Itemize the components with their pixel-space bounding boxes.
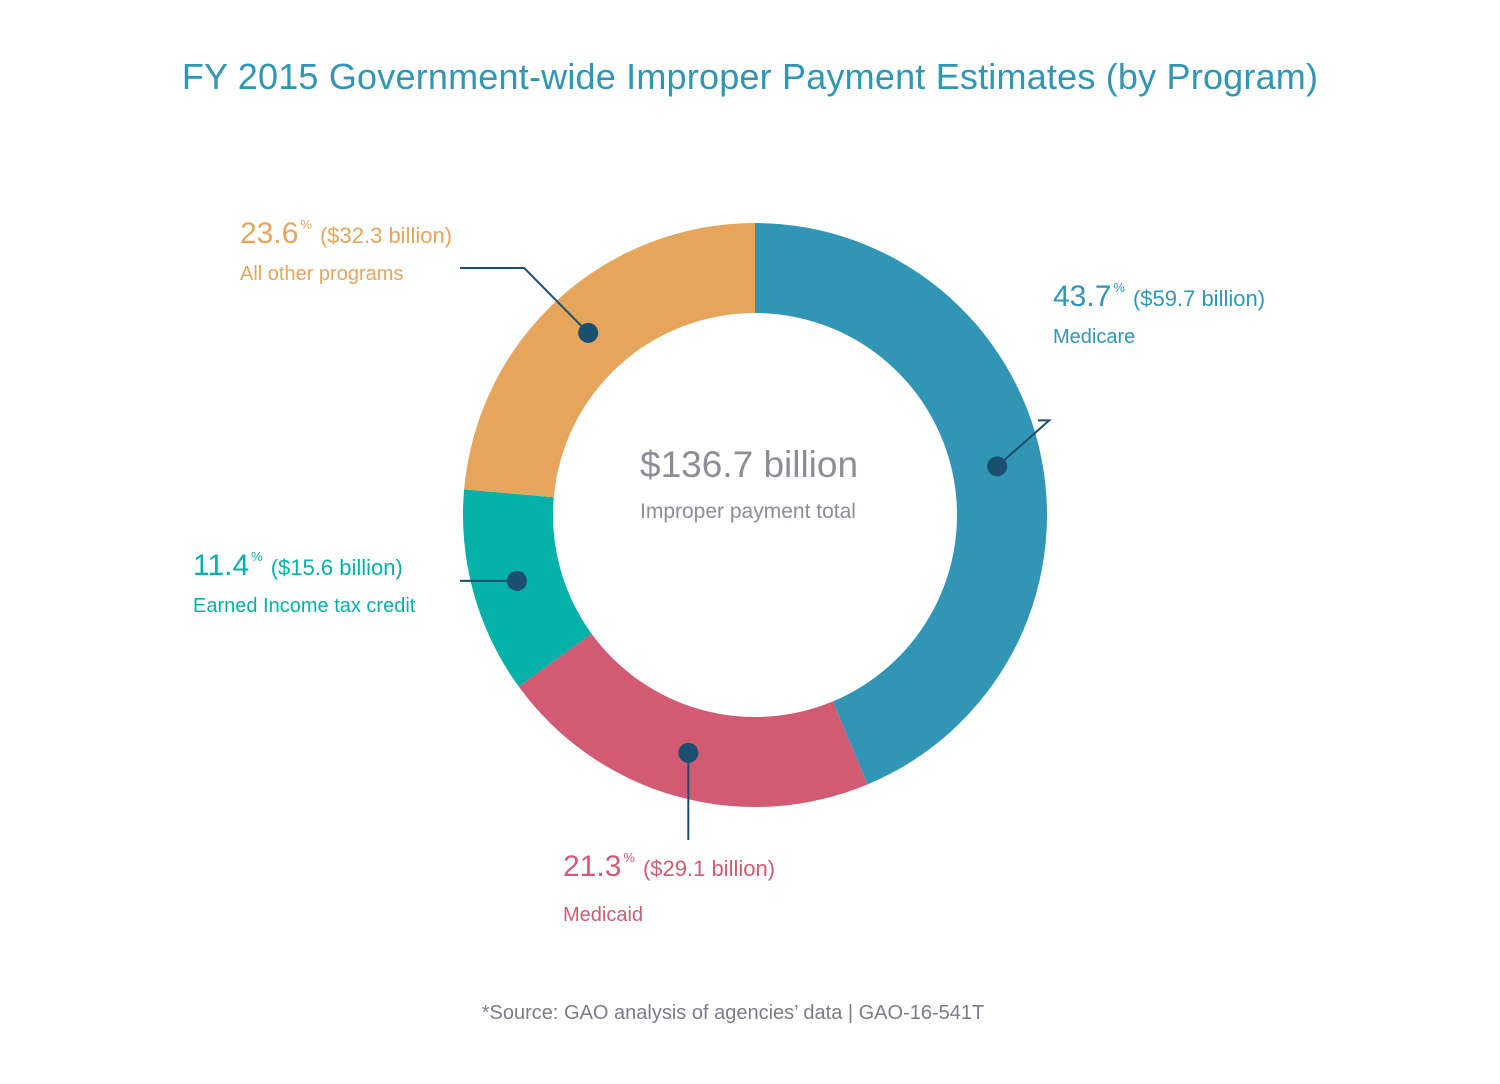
center-caption: Improper payment total bbox=[640, 500, 856, 523]
slice-all-other-programs bbox=[464, 223, 755, 498]
center-total: $136.7 billion bbox=[640, 444, 859, 485]
label-all-other: 23.6% ($32.3 billion) All other programs bbox=[240, 217, 452, 286]
eitc-name: Earned Income tax credit bbox=[193, 595, 416, 617]
label-medicaid: 21.3% ($29.1 billion) Medicaid bbox=[563, 850, 775, 927]
label-eitc: 11.4% ($15.6 billion) Earned Income tax c… bbox=[193, 549, 415, 618]
medicare-percent: 43.7% bbox=[1053, 280, 1125, 313]
leader-dot bbox=[678, 742, 699, 763]
source-note: *Source: GAO analysis of agencies’ data … bbox=[481, 1002, 985, 1024]
leader-line bbox=[460, 267, 589, 334]
leader-dot bbox=[987, 456, 1008, 477]
all-other-amount: ($32.3 billion) bbox=[319, 223, 453, 248]
all-other-name: All other programs bbox=[240, 263, 404, 285]
all-other-percent: 23.6% bbox=[240, 217, 312, 250]
chart-title: FY 2015 Government-wide Improper Payment… bbox=[181, 56, 1319, 97]
leader-line bbox=[996, 419, 1052, 468]
eitc-percent: 11.4% bbox=[193, 549, 263, 582]
medicaid-name: Medicaid bbox=[563, 904, 644, 926]
leader-dot bbox=[506, 570, 527, 591]
eitc-amount: ($15.6 billion) bbox=[270, 555, 403, 580]
label-medicare: 43.7% ($59.7 billion) Medicare bbox=[1053, 280, 1265, 349]
medicaid-percent: 21.3% bbox=[563, 850, 635, 883]
slice-medicaid bbox=[518, 633, 868, 807]
medicare-amount: ($59.7 billion) bbox=[1132, 286, 1266, 311]
medicare-name: Medicare bbox=[1053, 326, 1136, 348]
slice-medicare bbox=[755, 223, 1047, 785]
slice-earned-income-tax-credit bbox=[463, 489, 592, 687]
medicaid-amount: ($29.1 billion) bbox=[642, 856, 776, 881]
leader-dot bbox=[578, 322, 599, 343]
